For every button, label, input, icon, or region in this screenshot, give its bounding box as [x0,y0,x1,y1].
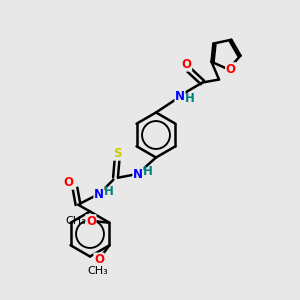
Text: N: N [94,188,104,201]
Text: N: N [133,167,143,181]
Text: H: H [143,165,152,178]
Text: CH₃: CH₃ [65,216,86,226]
Text: S: S [113,147,122,160]
Text: O: O [182,58,192,71]
Text: H: H [185,92,194,105]
Text: N: N [175,89,185,103]
Text: O: O [226,63,236,76]
Text: O: O [94,253,104,266]
Text: O: O [86,215,96,228]
Text: O: O [63,176,74,189]
Text: H: H [104,185,113,198]
Text: CH₃: CH₃ [87,266,108,276]
